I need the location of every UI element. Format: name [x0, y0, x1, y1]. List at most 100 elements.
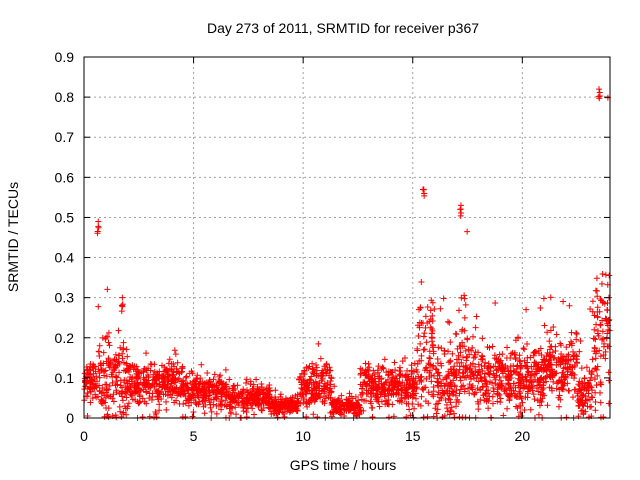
- data-point: [139, 395, 146, 402]
- data-point: [459, 339, 466, 346]
- data-point: [469, 370, 476, 377]
- data-point: [597, 389, 604, 396]
- data-point: [369, 404, 376, 411]
- data-point: [116, 369, 123, 376]
- data-point: [454, 396, 461, 403]
- data-point: [420, 346, 427, 353]
- data-point: [405, 400, 412, 407]
- data-point: [540, 295, 547, 302]
- data-point: [435, 369, 442, 376]
- data-point: [472, 324, 479, 331]
- data-point: [174, 368, 181, 375]
- data-point: [475, 378, 482, 385]
- data-point: [280, 410, 287, 417]
- data-point: [429, 312, 436, 319]
- data-point: [571, 371, 578, 378]
- data-point: [116, 403, 123, 410]
- data-point: [489, 343, 496, 350]
- data-point: [137, 379, 144, 386]
- data-point: [469, 386, 476, 393]
- y-tick-label: 0.9: [55, 49, 75, 65]
- data-point: [314, 413, 321, 420]
- data-point: [197, 387, 204, 394]
- data-point: [412, 390, 419, 397]
- data-point: [421, 330, 428, 337]
- data-point: [481, 380, 488, 387]
- data-point: [443, 375, 450, 382]
- data-point: [100, 389, 107, 396]
- data-point: [475, 406, 482, 413]
- data-point: [490, 388, 497, 395]
- data-point: [103, 373, 110, 380]
- data-point: [434, 382, 441, 389]
- data-point: [379, 364, 386, 371]
- data-point: [297, 400, 304, 407]
- data-point: [508, 350, 515, 357]
- data-point: [557, 378, 564, 385]
- data-point: [451, 371, 458, 378]
- data-point: [161, 382, 168, 389]
- data-point: [542, 374, 549, 381]
- data-point: [468, 347, 475, 354]
- data-point: [394, 397, 401, 404]
- data-point: [180, 387, 187, 394]
- data-point: [313, 372, 320, 379]
- data-point: [118, 302, 125, 309]
- data-point: [600, 413, 607, 420]
- data-point: [276, 409, 283, 416]
- data-point: [301, 378, 308, 385]
- data-point: [454, 359, 461, 366]
- data-point: [591, 376, 598, 383]
- data-point: [354, 402, 361, 409]
- data-point: [548, 343, 555, 350]
- data-point: [450, 377, 457, 384]
- data-point: [119, 397, 126, 404]
- data-point: [196, 398, 203, 405]
- data-point: [168, 394, 175, 401]
- data-point: [95, 366, 102, 373]
- data-point: [393, 373, 400, 380]
- data-point: [430, 372, 437, 379]
- data-point: [477, 396, 484, 403]
- data-point: [169, 390, 176, 397]
- data-point: [428, 338, 435, 345]
- data-point: [429, 363, 436, 370]
- data-point: [417, 305, 424, 312]
- data-point: [162, 374, 169, 381]
- data-point: [408, 368, 415, 375]
- data-point: [249, 385, 256, 392]
- data-point: [598, 381, 605, 388]
- data-point: [142, 382, 149, 389]
- data-point: [319, 398, 326, 405]
- data-point: [232, 404, 239, 411]
- data-point: [416, 377, 423, 384]
- data-point: [96, 352, 103, 359]
- data-point: [511, 390, 518, 397]
- data-point: [268, 411, 275, 418]
- data-point: [597, 296, 604, 303]
- data-point: [319, 376, 326, 383]
- data-point: [495, 390, 502, 397]
- y-tick-label: 0.6: [55, 169, 75, 185]
- data-point: [569, 363, 576, 370]
- data-point: [124, 353, 131, 360]
- data-point: [578, 379, 585, 386]
- data-point: [99, 385, 106, 392]
- data-point: [105, 393, 112, 400]
- data-point: [460, 382, 467, 389]
- data-point: [577, 338, 584, 345]
- data-point: [521, 381, 528, 388]
- data-point: [104, 333, 111, 340]
- tick-label-layer: 0 0.1 0.2 0.3 0.4 0.5 0.6 0.7 0.8 0.9 0 5 10 15 20: [55, 49, 531, 444]
- data-point: [165, 377, 172, 384]
- y-tick-label: 0.3: [55, 290, 75, 306]
- data-point: [153, 386, 160, 393]
- data-point: [477, 387, 484, 394]
- data-point: [504, 380, 511, 387]
- data-point: [105, 355, 112, 362]
- data-point: [117, 382, 124, 389]
- data-point: [168, 360, 175, 367]
- data-point: [478, 362, 485, 369]
- data-point: [149, 393, 156, 400]
- data-point: [210, 376, 217, 383]
